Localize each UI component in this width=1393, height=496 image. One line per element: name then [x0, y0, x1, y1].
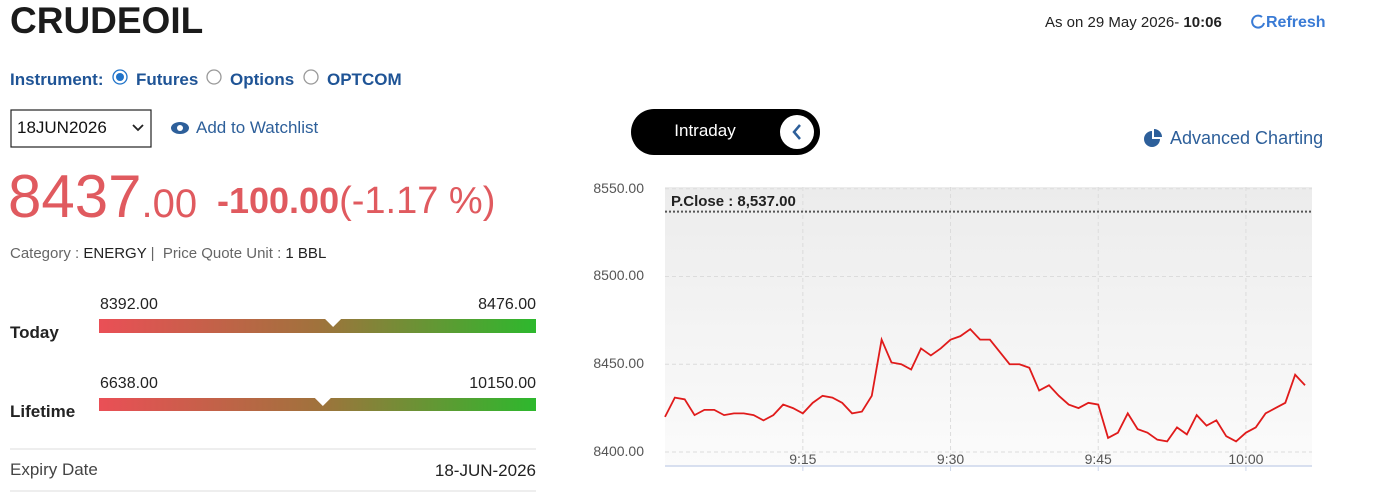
x-tick-label: 9:45: [1084, 451, 1112, 467]
unit-label: Price Quote Unit :: [162, 245, 282, 262]
range-marker: [314, 398, 331, 406]
toggle-knob[interactable]: [780, 115, 814, 149]
toggle[interactable]: [631, 109, 820, 155]
change-pct: (-1.17 %): [339, 180, 496, 222]
x-tick-label: 9:30: [936, 451, 965, 467]
range-high: 10150.00: [469, 375, 536, 392]
refresh-icon[interactable]: [1251, 14, 1265, 29]
toggle-chevron: [792, 124, 801, 140]
category-row: Category : ENERGY | Price Quote Unit : 1…: [10, 245, 327, 262]
instrument-option[interactable]: Options: [230, 70, 295, 89]
x-tick-label: 10:00: [1228, 451, 1264, 467]
range-label: Today: [10, 323, 59, 342]
instrument-option[interactable]: Futures: [136, 70, 199, 89]
eye-icon: [171, 122, 189, 134]
range-low: 6638.00: [100, 375, 158, 392]
as-on: As on 29 May 2026- 10:06: [1045, 14, 1222, 31]
range-low: 8392.00: [100, 296, 158, 313]
radio[interactable]: [206, 69, 222, 85]
range-marker: [325, 319, 342, 327]
category-value: ENERGY: [83, 245, 147, 262]
range-label: Lifetime: [10, 402, 76, 421]
select-chevron: [132, 124, 144, 132]
category-label: Category :: [10, 245, 80, 262]
ltp-decimals: .00: [141, 182, 198, 226]
advanced-charting[interactable]: Advanced Charting: [1170, 128, 1324, 148]
radio[interactable]: [303, 69, 319, 85]
x-tick-label: 9:15: [789, 451, 817, 467]
range-high: 8476.00: [478, 296, 536, 313]
radio-dot: [116, 73, 124, 81]
instrument-label: Instrument:: [10, 70, 104, 89]
refresh[interactable]: Refresh: [1266, 14, 1326, 31]
unit-value: 1 BBL: [285, 245, 327, 262]
title: CRUDEOIL: [10, 0, 204, 41]
change-abs: -100.00: [217, 180, 340, 221]
price: 8437.00: [8, 162, 197, 231]
as-on-date: As on 29 May 2026-: [1045, 14, 1180, 31]
expiry-select-text[interactable]: 18JUN2026: [17, 118, 107, 137]
expiry-label: Expiry Date: [10, 460, 98, 479]
reference-label: P.Close : 8,537.00: [671, 192, 796, 210]
pie-icon: [1144, 129, 1162, 147]
price-line: [664, 327, 1306, 443]
as-on-time: 10:06: [1183, 14, 1222, 31]
expiry-select[interactable]: [10, 109, 152, 148]
ltp: 8437: [8, 163, 142, 230]
toggle-label[interactable]: Intraday: [674, 121, 736, 140]
change: -100.00(-1.17 %): [217, 180, 495, 223]
instrument-option[interactable]: OPTCOM: [327, 70, 402, 89]
watchlist[interactable]: Add to Watchlist: [196, 118, 319, 137]
y-tick-label: 8450.00: [593, 355, 644, 372]
y-tick-label: 8550.00: [593, 179, 644, 196]
range-bar: [99, 398, 536, 411]
y-tick-label: 8500.00: [593, 267, 644, 284]
range-bar: [99, 319, 536, 333]
y-tick-label: 8400.00: [593, 442, 644, 459]
plot-area: [665, 187, 1312, 466]
expiry-value: 18-JUN-2026: [434, 461, 536, 480]
